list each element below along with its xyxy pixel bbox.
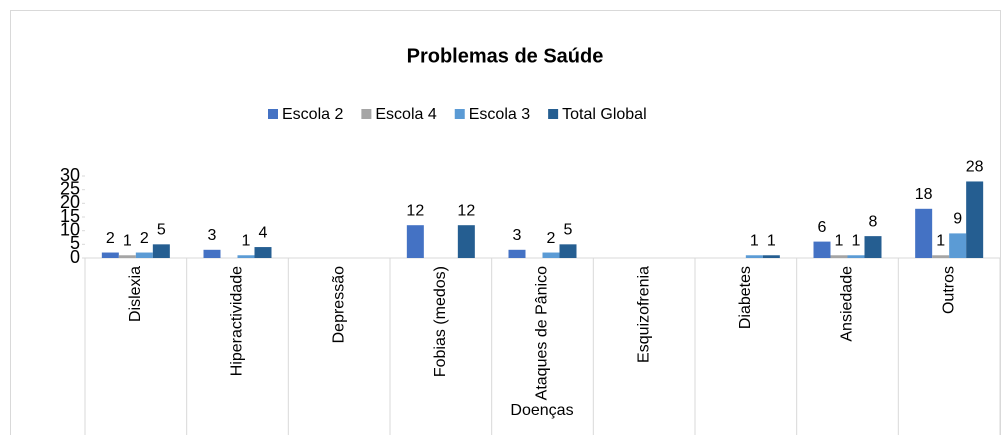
legend-swatch <box>361 109 372 119</box>
bar <box>406 225 424 258</box>
legend-label: Total Global <box>562 106 647 123</box>
bar <box>203 249 221 258</box>
chart-title: Problemas de Saúde <box>407 45 604 67</box>
x-tick-label: Dislexia <box>127 266 144 322</box>
bar <box>542 252 560 258</box>
legend-swatch <box>454 109 465 119</box>
data-label: 1 <box>835 232 844 249</box>
y-tick-label: 30 <box>60 165 80 185</box>
bar <box>932 255 950 258</box>
chart-frame <box>10 10 1001 435</box>
bar <box>135 252 153 258</box>
x-tick-label: Fobias (medos) <box>432 266 449 377</box>
x-tick-label: Depressão <box>330 266 347 343</box>
y-tick-label: 10 <box>60 219 80 239</box>
bar <box>966 181 984 258</box>
bar <box>152 244 170 258</box>
legend-swatch <box>268 109 278 119</box>
bar <box>949 233 967 258</box>
legend-label: Escola 2 <box>282 106 343 123</box>
bar <box>237 255 255 258</box>
legend-swatch <box>548 109 559 119</box>
bar <box>254 247 272 258</box>
data-label: 28 <box>966 159 984 176</box>
data-label: 1 <box>936 232 945 249</box>
data-label: 8 <box>869 213 878 230</box>
x-tick-label: Ataques de Pânico <box>534 266 551 400</box>
bar <box>559 244 577 258</box>
y-tick-label: 5 <box>70 233 80 253</box>
data-label: 12 <box>457 202 475 219</box>
data-label: 2 <box>547 230 556 247</box>
data-label: 3 <box>513 227 522 244</box>
bar <box>915 208 933 258</box>
x-tick-label: Ansiedade <box>839 266 856 342</box>
bar <box>101 252 119 258</box>
data-label: 9 <box>953 211 962 228</box>
data-label: 1 <box>242 232 251 249</box>
bar <box>508 249 526 258</box>
y-tick-label: 15 <box>60 206 80 226</box>
bar <box>813 241 831 258</box>
data-label: 1 <box>750 232 759 249</box>
data-label: 18 <box>915 186 933 203</box>
data-label: 2 <box>106 230 115 247</box>
bar <box>864 236 882 258</box>
y-tick-label: 20 <box>60 192 80 212</box>
data-label: 5 <box>157 222 166 239</box>
data-label: 4 <box>259 224 268 241</box>
data-label: 3 <box>208 227 217 244</box>
legend-label: Escola 3 <box>469 106 530 123</box>
bar <box>847 255 865 258</box>
data-label: 12 <box>406 202 424 219</box>
y-tick-label: 0 <box>70 247 80 267</box>
y-tick-label: 25 <box>60 178 80 198</box>
data-label: 2 <box>140 230 149 247</box>
legend-label: Escola 4 <box>375 106 436 123</box>
bar <box>118 255 136 258</box>
x-tick-label: Hiperactividade <box>229 266 246 376</box>
data-label: 5 <box>564 222 573 239</box>
bar <box>762 255 780 258</box>
bar <box>745 255 763 258</box>
data-label: 1 <box>123 232 132 249</box>
data-label: 1 <box>767 232 776 249</box>
bar <box>830 255 848 258</box>
x-axis-title: Doenças <box>510 402 573 419</box>
data-label: 1 <box>852 232 861 249</box>
x-tick-label: Diabetes <box>737 266 754 329</box>
bar <box>457 225 475 258</box>
x-tick-label: Outros <box>940 266 957 314</box>
x-tick-label: Esquizofrenia <box>635 266 652 363</box>
data-label: 6 <box>818 219 827 236</box>
